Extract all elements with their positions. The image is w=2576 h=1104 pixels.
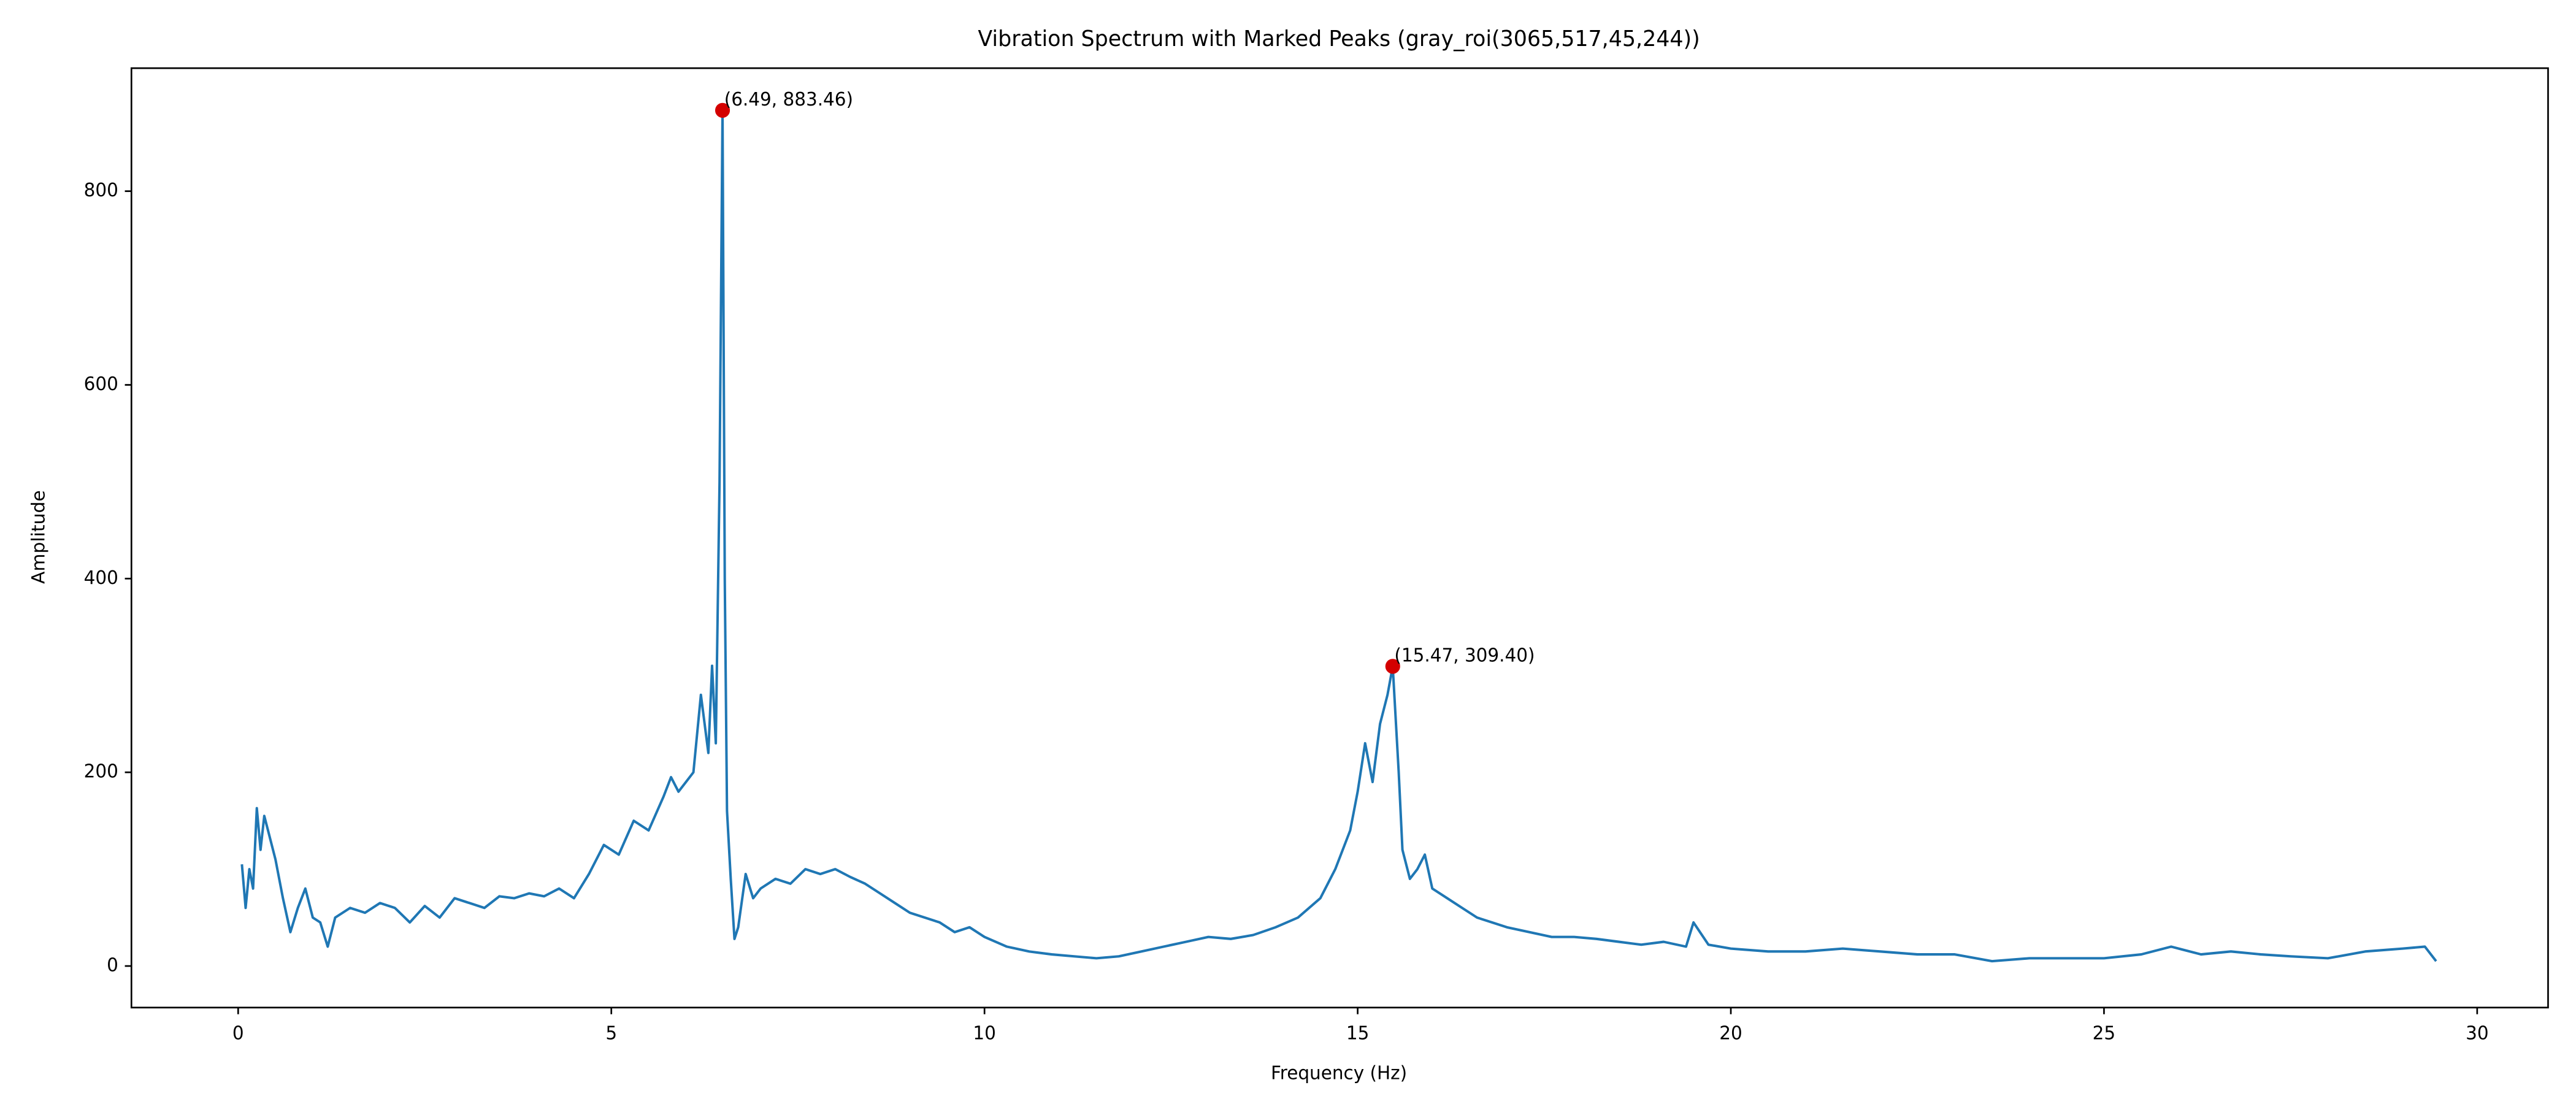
x-tick-label: 5 [605, 1022, 617, 1044]
x-tick-label: 25 [2093, 1022, 2115, 1044]
x-tick-label: 20 [1719, 1022, 1742, 1044]
y-tick-label: 800 [84, 179, 118, 201]
x-tick-label: 10 [973, 1022, 995, 1044]
peak-label: (15.47, 309.40) [1394, 645, 1535, 666]
y-tick-label: 200 [84, 761, 118, 782]
x-axis-label: Frequency (Hz) [1271, 1062, 1407, 1084]
x-tick-label: 15 [1346, 1022, 1369, 1044]
peak-marker [1385, 659, 1400, 674]
spectrum-line [240, 109, 2437, 963]
y-tick-label: 0 [107, 954, 118, 975]
peak-label: (6.49, 883.46) [724, 88, 853, 110]
plot-frame [130, 67, 2549, 1009]
y-axis-label: Amplitude [28, 490, 49, 584]
x-tick-label: 0 [232, 1022, 244, 1044]
y-tick-label: 400 [84, 567, 118, 588]
y-tick-label: 600 [84, 373, 118, 394]
peak-marker [715, 102, 730, 118]
chart-title: Vibration Spectrum with Marked Peaks (gr… [978, 26, 1700, 52]
x-tick-label: 30 [2466, 1022, 2488, 1044]
